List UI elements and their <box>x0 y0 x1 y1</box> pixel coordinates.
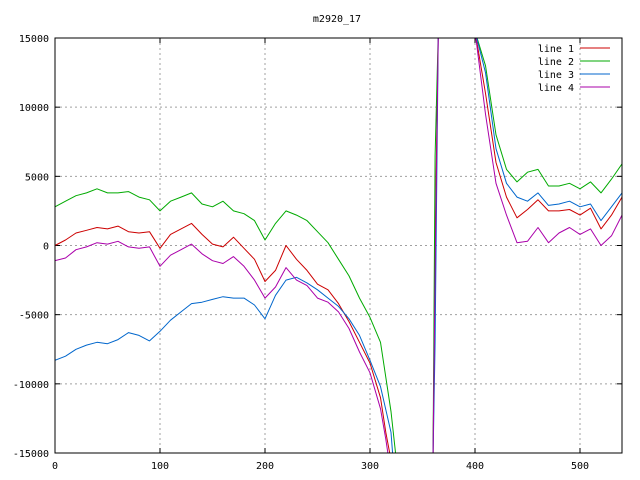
legend-label: line 1 <box>538 44 574 55</box>
y-tick-label: 0 <box>43 242 49 253</box>
x-tick-label: 100 <box>151 461 169 472</box>
x-axis: 0 100 200 300 400 500 <box>52 38 589 472</box>
y-tick-label: -15000 <box>13 449 49 460</box>
series-line-3 <box>55 38 622 453</box>
series-line-4 <box>55 38 622 453</box>
plot-frame <box>54 37 623 454</box>
x-tick-label: 500 <box>571 461 589 472</box>
legend: line 1 line 2 line 3 line 4 <box>538 44 610 94</box>
y-tick-label: 15000 <box>19 34 49 45</box>
y-tick-label: 5000 <box>25 172 49 183</box>
series-line-2 <box>55 38 622 453</box>
legend-label: line 3 <box>538 70 574 81</box>
legend-label: line 4 <box>538 83 574 94</box>
grid <box>55 38 622 453</box>
y-tick-label: -5000 <box>19 311 49 322</box>
legend-label: line 2 <box>538 57 574 68</box>
x-tick-label: 200 <box>256 461 274 472</box>
x-tick-label: 400 <box>466 461 484 472</box>
series-group <box>55 38 622 453</box>
y-tick-label: 10000 <box>19 103 49 114</box>
chart-title: m2920_17 <box>313 14 361 25</box>
x-tick-label: 0 <box>52 461 58 472</box>
series-line-1 <box>55 38 622 453</box>
y-axis: -15000 -10000 -5000 0 5000 10000 15000 <box>13 34 622 460</box>
x-tick-label: 300 <box>361 461 379 472</box>
y-tick-label: -10000 <box>13 380 49 391</box>
